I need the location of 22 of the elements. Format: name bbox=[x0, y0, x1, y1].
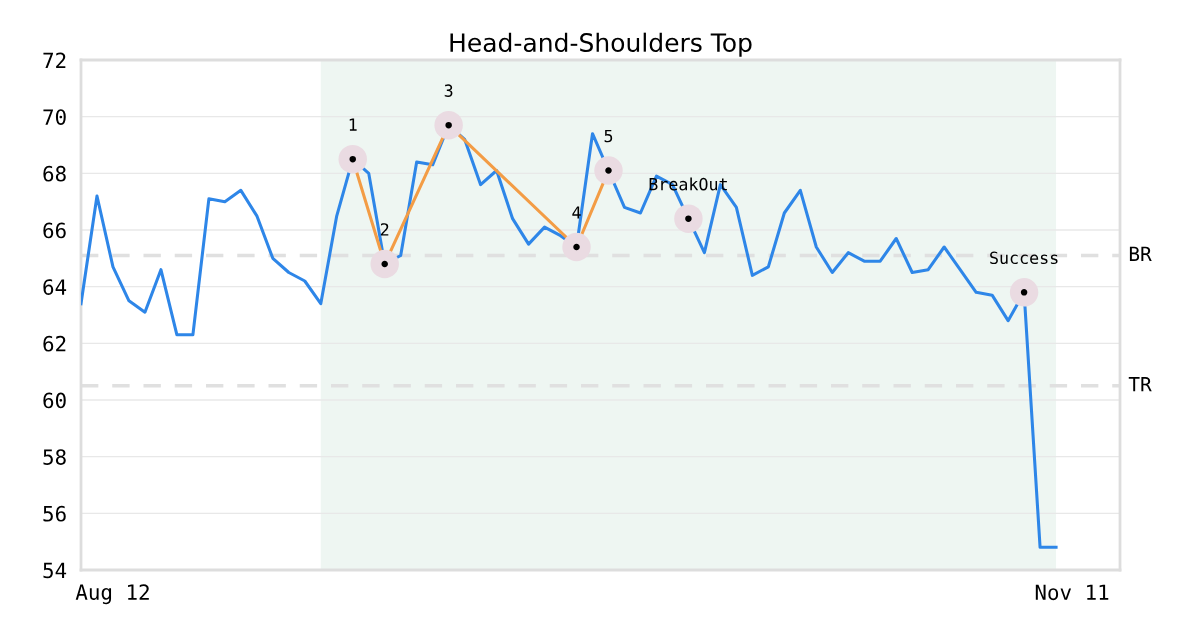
chart-title: Head-and-Shoulders Top bbox=[450, 32, 752, 57]
ref-line-label: BR bbox=[1129, 246, 1152, 261]
ref-line-label: TR bbox=[1128, 377, 1152, 392]
y-tick-label: 72 bbox=[43, 52, 66, 68]
y-tick-label: 70 bbox=[43, 109, 66, 125]
y-tick-label: 54 bbox=[43, 562, 67, 579]
y-tick-label: 62 bbox=[43, 335, 66, 352]
y-tick-label: 56 bbox=[43, 505, 66, 522]
annotation: 5 bbox=[604, 129, 613, 143]
y-tick-label: 68 bbox=[43, 165, 66, 182]
point bbox=[685, 215, 692, 222]
y-tick-label: 58 bbox=[43, 449, 66, 465]
x-tick-label: Aug 12 bbox=[75, 584, 149, 605]
x-tick-label: Nov 11 bbox=[1035, 584, 1109, 601]
y-tick-label: 60 bbox=[43, 392, 66, 409]
y-tick-label: 64 bbox=[43, 279, 67, 295]
annotation: 2 bbox=[380, 223, 389, 236]
y-tick-label: 66 bbox=[43, 222, 66, 239]
annotation: Success bbox=[990, 251, 1058, 265]
annotation: 3 bbox=[444, 84, 453, 97]
annotation: 1 bbox=[349, 118, 357, 131]
point bbox=[605, 167, 612, 174]
